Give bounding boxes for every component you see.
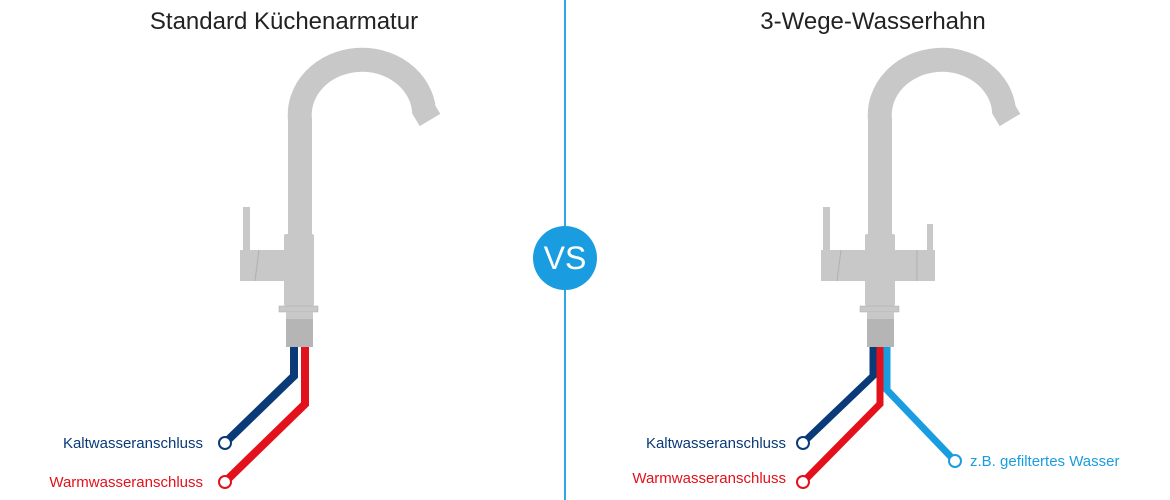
cold-connector <box>218 436 232 450</box>
cold-pipe <box>225 347 298 443</box>
right-cold-label: Kaltwasseranschluss <box>645 435 786 452</box>
cold-pipe <box>803 347 877 443</box>
faucet-spout <box>287 47 441 240</box>
three-way-faucet-illustration <box>821 47 1021 347</box>
warm-connector <box>218 475 232 489</box>
faucet-thread <box>286 319 313 347</box>
left-cold-label: Kaltwasseranschluss <box>62 435 203 452</box>
right-filtered-label: z.B. gefiltertes Wasser <box>970 453 1120 470</box>
standard-faucet-illustration <box>240 47 441 347</box>
cold-connector <box>796 436 810 450</box>
left-pipes <box>218 347 309 489</box>
right-pipes <box>796 347 962 489</box>
faucet-spout <box>867 47 1021 240</box>
warm-pipe <box>803 347 884 482</box>
filtered-pipe <box>883 347 955 461</box>
warm-connector <box>796 475 810 489</box>
left-title: Standard Küchenarmatur <box>149 8 419 35</box>
right-title: 3-Wege-Wasserhahn <box>760 8 986 35</box>
faucet-thread <box>867 319 894 347</box>
warm-pipe <box>225 347 309 482</box>
vs-badge: VS <box>533 226 597 290</box>
right-warm-label: Warmwasseranschluss <box>632 470 786 487</box>
filtered-connector <box>948 454 962 468</box>
left-warm-label: Warmwasseranschluss <box>49 474 203 491</box>
